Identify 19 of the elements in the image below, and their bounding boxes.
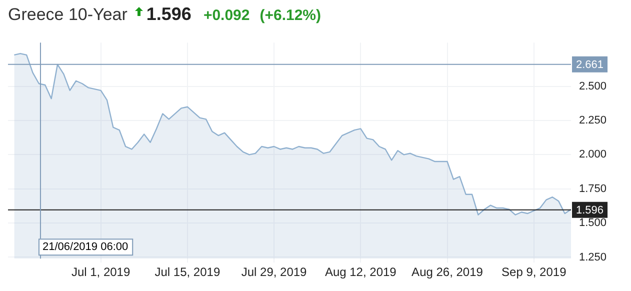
y-tick-label: 2.500 (579, 80, 607, 92)
x-tick-label: Jul 29, 2019 (241, 265, 308, 280)
text: +0.092 (203, 7, 250, 24)
ref-line-label: 2.661 (576, 58, 604, 71)
ref-line-label: 21/06/2019 06:00 (42, 241, 128, 254)
x-tick-label: Sep 9, 2019 (502, 265, 567, 280)
y-tick-label: 1.250 (579, 251, 607, 264)
chart-title: Greece 10-Year (8, 5, 128, 25)
text: 1.596 (146, 4, 192, 25)
x-tick-label: Jul 15, 2019 (154, 265, 220, 280)
x-tick-label: Aug 26, 2019 (412, 265, 484, 280)
y-tick-label: 2.250 (579, 114, 607, 127)
y-tick-label: 1.500 (579, 217, 607, 230)
ref-line-label: 1.596 (576, 204, 604, 216)
y-tick-label: 2.000 (579, 148, 607, 161)
text: (+6.12%) (260, 7, 322, 24)
x-tick-label: Jul 1, 2019 (71, 265, 130, 280)
y-tick-label: 1.750 (579, 182, 607, 195)
x-tick-label: Aug 12, 2019 (324, 265, 397, 280)
